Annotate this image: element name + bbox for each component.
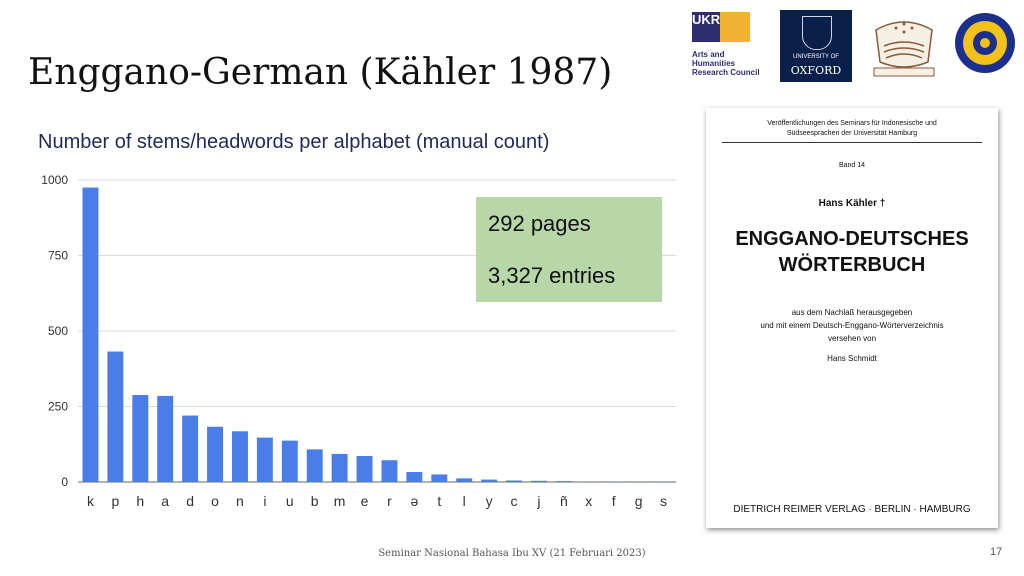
bar-ñ: [555, 481, 572, 482]
x-tick-label: u: [286, 493, 294, 509]
slide-footer: Seminar Nasional Bahasa Ibu XV (21 Febru…: [378, 548, 646, 559]
bar-b: [306, 449, 323, 482]
slide-title: Enggano-German (Kähler 1987): [28, 52, 613, 93]
ukri-accent-shape: [720, 12, 750, 42]
book-title-line1: ENGGANO-DEUTSCHES: [735, 228, 969, 250]
x-tick-label: b: [311, 493, 319, 509]
bar-j: [530, 480, 547, 482]
y-tick-label: 250: [48, 400, 68, 414]
bar-u: [281, 440, 298, 482]
bar-y: [481, 479, 498, 482]
bar-e: [356, 456, 373, 482]
book-publisher: DIETRICH REIMER VERLAG · BERLIN · HAMBUR…: [733, 504, 971, 515]
entry-count: 3,327 entries: [488, 263, 616, 288]
oxford-crest-icon: [802, 16, 832, 50]
bar-a: [157, 395, 174, 482]
x-tick-label: r: [387, 493, 392, 509]
x-tick-label: y: [486, 493, 493, 509]
x-tick-label: g: [635, 493, 643, 509]
x-tick-label: f: [612, 493, 616, 509]
ukri-mark: UKRI: [692, 12, 724, 42]
bar-d: [182, 415, 199, 482]
page-count: 292 pages: [488, 211, 591, 236]
x-tick-label: l: [463, 493, 466, 509]
y-tick-label: 500: [48, 324, 68, 338]
y-tick-label: 0: [61, 475, 68, 489]
book-volume: Band 14: [838, 162, 866, 169]
bar-k: [82, 187, 99, 483]
bar-n: [231, 431, 248, 482]
oxford-logo: UNIVERSITY OF OXFORD: [780, 10, 852, 82]
x-tick-label: d: [186, 493, 194, 509]
x-tick-label: j: [536, 493, 540, 509]
logo-strip: UKRI Arts and Humanities Research Counci…: [690, 10, 1020, 84]
x-tick-label: k: [87, 493, 95, 509]
bar-o: [207, 426, 224, 482]
x-tick-label: h: [136, 493, 144, 509]
x-tick-label: t: [437, 493, 441, 509]
bar-p: [107, 351, 124, 482]
x-tick-label: n: [236, 493, 244, 509]
x-tick-label: x: [585, 493, 592, 509]
bar-ə: [406, 472, 423, 482]
udayana-logo: [952, 10, 1018, 82]
oxford-line1: UNIVERSITY OF: [793, 54, 839, 60]
x-tick-label: e: [361, 493, 369, 509]
y-tick-label: 750: [48, 249, 68, 263]
y-axis-ticks: 0 250 500 750 1000: [41, 173, 68, 489]
book-cover: Veröffentlichungen des Seminars für Indo…: [706, 108, 998, 528]
chart-title: Number of stems/headwords per alphabet (…: [38, 131, 550, 153]
book-subtitle-line3: versehen von: [827, 334, 877, 343]
book-author: Hans Kähler †: [818, 198, 886, 209]
x-tick-label: i: [263, 493, 266, 509]
book-series-line1: Veröffentlichungen des Seminars für Indo…: [767, 120, 937, 127]
bar-h: [132, 395, 149, 482]
book-subtitle-line1: aus dem Nachlaß herausgegeben: [791, 308, 913, 317]
x-tick-label: o: [211, 493, 219, 509]
x-tick-label: ñ: [560, 493, 568, 509]
info-box: 292 pages 3,327 entries: [476, 197, 662, 302]
y-tick-label: 1000: [41, 173, 68, 187]
x-tick-label: ə: [410, 493, 418, 509]
book-rule-top: [722, 142, 982, 143]
x-tick-label: p: [111, 493, 119, 509]
book-title-line2: WÖRTERBUCH: [778, 254, 926, 276]
oxford-line2: OXFORD: [790, 64, 842, 77]
udayana-emblem-icon: [955, 13, 1015, 73]
page-number: 17: [990, 546, 1003, 558]
x-tick-label: s: [660, 493, 667, 509]
book-series-line2: Südseesprachen der Universität Hamburg: [786, 130, 918, 137]
bar-i: [256, 437, 273, 482]
bar-c: [506, 480, 523, 482]
university-crest-icon: [873, 21, 935, 77]
book-subtitle-line2: und mit einem Deutsch-Enggano-Wörterverz…: [760, 321, 944, 330]
bar-r: [381, 460, 398, 482]
x-tick-label: c: [511, 493, 518, 509]
x-tick-label: a: [161, 493, 169, 509]
chart-bars: [82, 187, 672, 483]
book-editor: Hans Schmidt: [827, 354, 877, 363]
bar-m: [331, 453, 348, 482]
bar-l: [456, 478, 473, 482]
x-tick-label: m: [334, 493, 346, 509]
ukri-logo: UKRI Arts and Humanities Research Counci…: [690, 10, 766, 82]
bar-t: [431, 474, 448, 482]
ukri-council-name: Arts and Humanities Research Council: [692, 50, 760, 77]
